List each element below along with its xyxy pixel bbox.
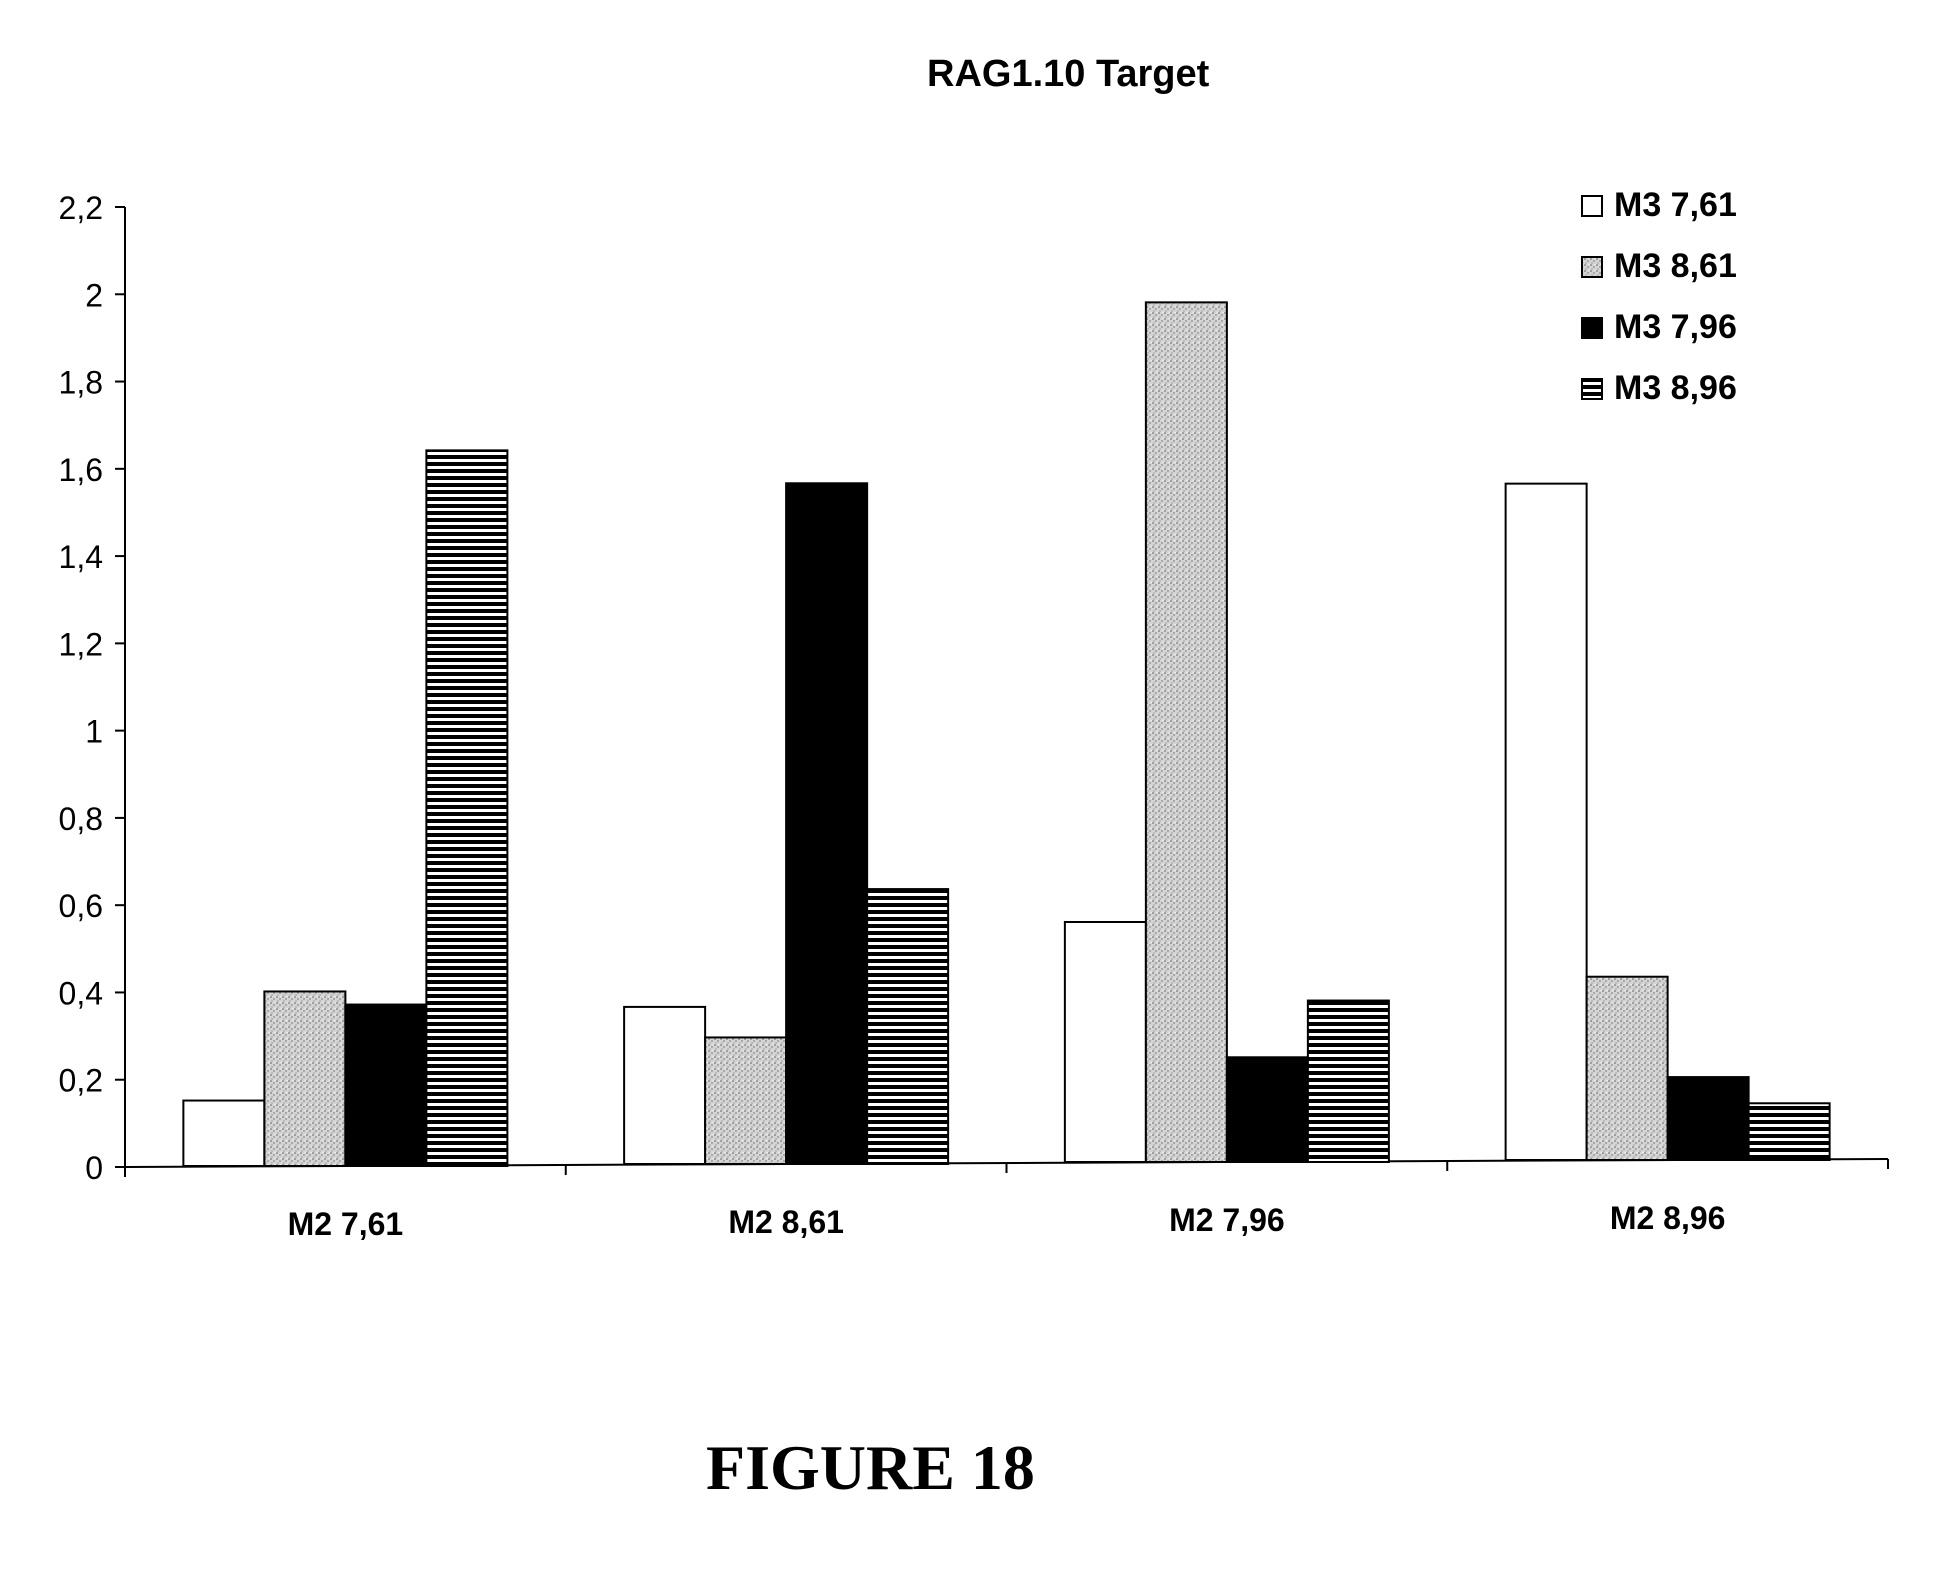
bars bbox=[183, 302, 1829, 1166]
bar-1-1 bbox=[183, 1101, 264, 1166]
legend: M3 7,61 M3 8,61 M3 7,96 M3 8,96 bbox=[1582, 186, 1737, 407]
x-tick-label: M2 7,61 bbox=[288, 1206, 404, 1242]
y-tick-label: 1,2 bbox=[59, 626, 103, 662]
bar-2-1 bbox=[264, 991, 345, 1166]
bar-4-4 bbox=[1749, 1103, 1830, 1160]
x-tick-label: M2 8,61 bbox=[728, 1204, 844, 1240]
x-tick-labels: M2 7,61 M2 8,61 M2 7,96 M2 8,96 bbox=[288, 1200, 1726, 1242]
y-tick-label: 0,8 bbox=[59, 801, 103, 837]
legend-label: M3 8,96 bbox=[1614, 369, 1737, 407]
bar-3-3 bbox=[1227, 1057, 1308, 1162]
y-tick-label: 0,6 bbox=[59, 888, 103, 924]
figure-caption: FIGURE 18 bbox=[0, 1430, 1949, 1506]
legend-swatch bbox=[1582, 379, 1602, 399]
bar-2-2 bbox=[705, 1037, 786, 1164]
bar-4-1 bbox=[426, 450, 507, 1166]
bar-1-2 bbox=[624, 1007, 705, 1164]
y-tick-label: 1,6 bbox=[59, 452, 103, 488]
y-tick-label: 1,8 bbox=[59, 365, 103, 401]
legend-swatch bbox=[1582, 257, 1602, 277]
y-tick-label: 0 bbox=[85, 1150, 103, 1186]
x-tick-label: M2 7,96 bbox=[1169, 1202, 1285, 1238]
legend-label: M3 8,61 bbox=[1614, 247, 1737, 285]
bar-2-3 bbox=[1146, 302, 1227, 1162]
y-tick-label: 0,2 bbox=[59, 1063, 103, 1099]
legend-label: M3 7,96 bbox=[1614, 308, 1737, 346]
bar-3-1 bbox=[345, 1005, 426, 1166]
y-tick-label: 2,2 bbox=[59, 190, 103, 226]
bar-1-4 bbox=[1506, 484, 1587, 1160]
bar-1-3 bbox=[1065, 922, 1146, 1162]
bar-2-4 bbox=[1587, 977, 1668, 1160]
y-tick-label: 1,4 bbox=[59, 539, 103, 575]
legend-swatch bbox=[1582, 196, 1602, 216]
x-tick-label: M2 8,96 bbox=[1610, 1200, 1726, 1236]
legend-swatch bbox=[1582, 318, 1602, 338]
legend-label: M3 7,61 bbox=[1614, 186, 1737, 224]
y-tick-label: 2 bbox=[85, 277, 103, 313]
bar-3-4 bbox=[1668, 1077, 1749, 1160]
y-tick-label: 1 bbox=[85, 714, 103, 750]
y-tick-label: 0,4 bbox=[59, 975, 103, 1011]
bar-4-3 bbox=[1308, 1001, 1389, 1162]
bar-3-2 bbox=[786, 483, 867, 1164]
bar-4-2 bbox=[867, 889, 948, 1164]
